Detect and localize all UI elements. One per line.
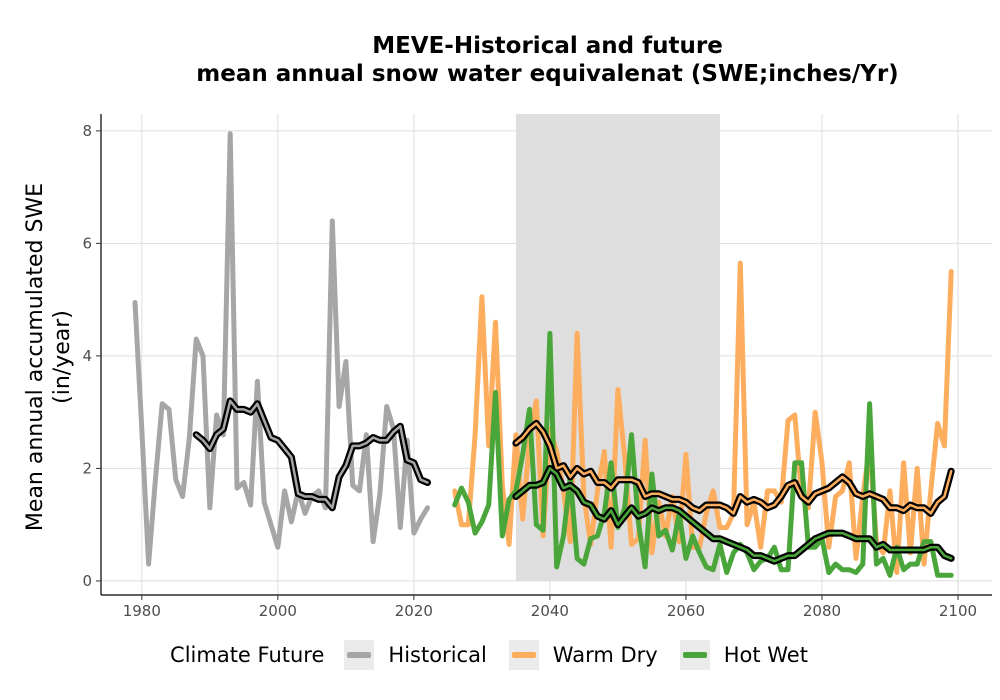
legend-key-hot-wet	[679, 640, 710, 670]
y-tick-label: 8	[82, 122, 92, 140]
chart-title-line-2: mean annual snow water equivalenat (SWE;…	[196, 61, 899, 87]
historical-smoothed-line	[194, 399, 429, 510]
axis-layer: 1980 2000 2020 2040 2060 2080 2100 0 2 4 6 8	[82, 114, 992, 620]
x-tick-label: 2020	[395, 602, 433, 620]
x-tick-label: 2080	[803, 602, 841, 620]
legend-label-historical: Historical	[388, 643, 487, 667]
warm-dry-smoothed-line	[514, 422, 953, 515]
hot-wet-smoothed-line	[514, 467, 953, 563]
y-tick-label: 2	[82, 459, 92, 477]
legend-item-warm-dry: Warm Dry	[508, 640, 658, 670]
series-line-hot-wet	[452, 330, 954, 578]
chart-canvas: 1980 2000 2020 2040 2060 2080 2100 0 2 4 6 8 Mean a…	[23, 114, 992, 620]
legend-key-historical	[344, 640, 375, 670]
legend-item-historical: Historical	[344, 640, 487, 670]
x-tick-label: 2000	[259, 602, 297, 620]
y-axis-title-line-2: (in/year)	[50, 310, 75, 404]
legend-title: Climate Future	[170, 643, 325, 667]
series-line-historical	[132, 131, 430, 567]
legend-label-hot-wet: Hot Wet	[723, 643, 808, 667]
chart-title: MEVE-Historical and future mean annual s…	[100, 32, 995, 88]
y-axis-title-line-1: Mean annual accumulated SWE	[23, 183, 48, 531]
x-tick-label: 2100	[939, 602, 977, 620]
x-tick-label: 2060	[667, 602, 705, 620]
legend-label-warm-dry: Warm Dry	[552, 643, 658, 667]
legend: Climate Future Historical Warm Dry Hot W…	[0, 635, 1000, 675]
y-tick-label: 4	[82, 347, 92, 365]
legend-item-hot-wet: Hot Wet	[679, 640, 808, 670]
chart-title-line-1: MEVE-Historical and future	[372, 33, 723, 59]
y-tick-label: 6	[82, 234, 92, 252]
legend-key-warm-dry	[508, 640, 539, 670]
x-tick-label: 1980	[123, 602, 161, 620]
x-tick-label: 2040	[531, 602, 569, 620]
series-layer	[132, 131, 955, 578]
y-tick-label: 0	[82, 572, 92, 590]
